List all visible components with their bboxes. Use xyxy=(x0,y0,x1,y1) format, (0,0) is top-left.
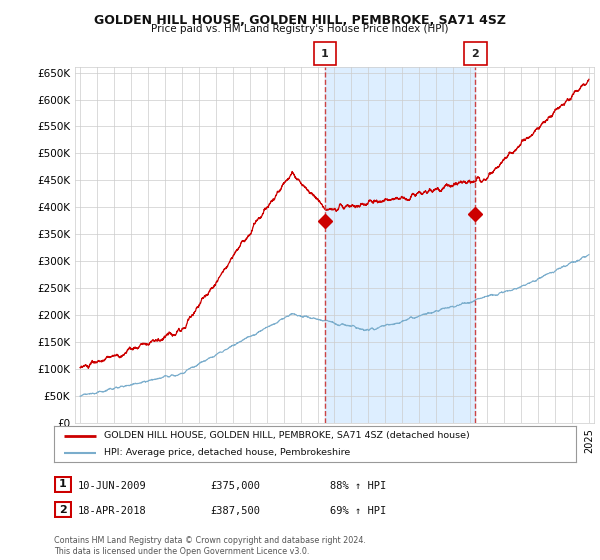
Text: 10-JUN-2009: 10-JUN-2009 xyxy=(78,480,147,491)
Text: 69% ↑ HPI: 69% ↑ HPI xyxy=(330,506,386,516)
Text: 18-APR-2018: 18-APR-2018 xyxy=(78,506,147,516)
Text: £375,000: £375,000 xyxy=(210,480,260,491)
Text: 1: 1 xyxy=(321,49,329,59)
Text: 2: 2 xyxy=(471,49,479,59)
Text: 88% ↑ HPI: 88% ↑ HPI xyxy=(330,480,386,491)
FancyBboxPatch shape xyxy=(464,43,487,66)
FancyBboxPatch shape xyxy=(55,502,71,517)
Text: GOLDEN HILL HOUSE, GOLDEN HILL, PEMBROKE, SA71 4SZ (detached house): GOLDEN HILL HOUSE, GOLDEN HILL, PEMBROKE… xyxy=(104,431,469,440)
Text: Contains HM Land Registry data © Crown copyright and database right 2024.
This d: Contains HM Land Registry data © Crown c… xyxy=(54,536,366,556)
Text: HPI: Average price, detached house, Pembrokeshire: HPI: Average price, detached house, Pemb… xyxy=(104,448,350,457)
Text: £387,500: £387,500 xyxy=(210,506,260,516)
Bar xyxy=(325,67,475,423)
Text: GOLDEN HILL HOUSE, GOLDEN HILL, PEMBROKE, SA71 4SZ: GOLDEN HILL HOUSE, GOLDEN HILL, PEMBROKE… xyxy=(94,14,506,27)
Text: Price paid vs. HM Land Registry's House Price Index (HPI): Price paid vs. HM Land Registry's House … xyxy=(151,24,449,34)
FancyBboxPatch shape xyxy=(314,43,337,66)
FancyBboxPatch shape xyxy=(55,477,71,492)
Text: 2: 2 xyxy=(59,505,67,515)
Text: 1: 1 xyxy=(59,479,67,489)
